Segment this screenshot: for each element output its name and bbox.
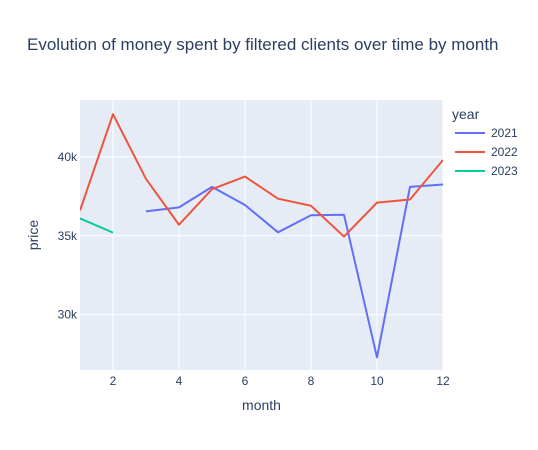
x-tick-label: 2 (110, 374, 117, 388)
x-tick-label: 4 (176, 374, 183, 388)
x-axis-label: month (242, 397, 281, 413)
tick-layer: 2 4 6 8 10 12 30k 35k 40k (58, 150, 450, 388)
legend-title: year (452, 106, 480, 122)
legend-label-2022: 2022 (491, 145, 518, 159)
y-tick-label: 40k (58, 150, 78, 164)
series-line-2021 (145, 183, 443, 359)
plot-area (80, 100, 443, 370)
y-tick-label: 30k (58, 308, 78, 322)
x-tick-label: 10 (370, 374, 384, 388)
legend-label-2021: 2021 (491, 126, 518, 140)
x-tick-label: 6 (242, 374, 249, 388)
x-tick-label: 8 (308, 374, 315, 388)
y-axis-label: price (25, 220, 41, 251)
legend: year 2021 2022 2023 (452, 106, 518, 178)
legend-label-2023: 2023 (491, 164, 518, 178)
grid-layer (80, 100, 444, 370)
legend-items: 2021 2022 2023 (455, 126, 518, 178)
chart-title: Evolution of money spent by filtered cli… (27, 35, 499, 54)
x-tick-label: 12 (436, 374, 450, 388)
series-line-2022 (80, 113, 443, 238)
y-tick-label: 35k (58, 229, 78, 243)
series-line-2023 (80, 217, 114, 234)
series-layer (80, 113, 443, 359)
